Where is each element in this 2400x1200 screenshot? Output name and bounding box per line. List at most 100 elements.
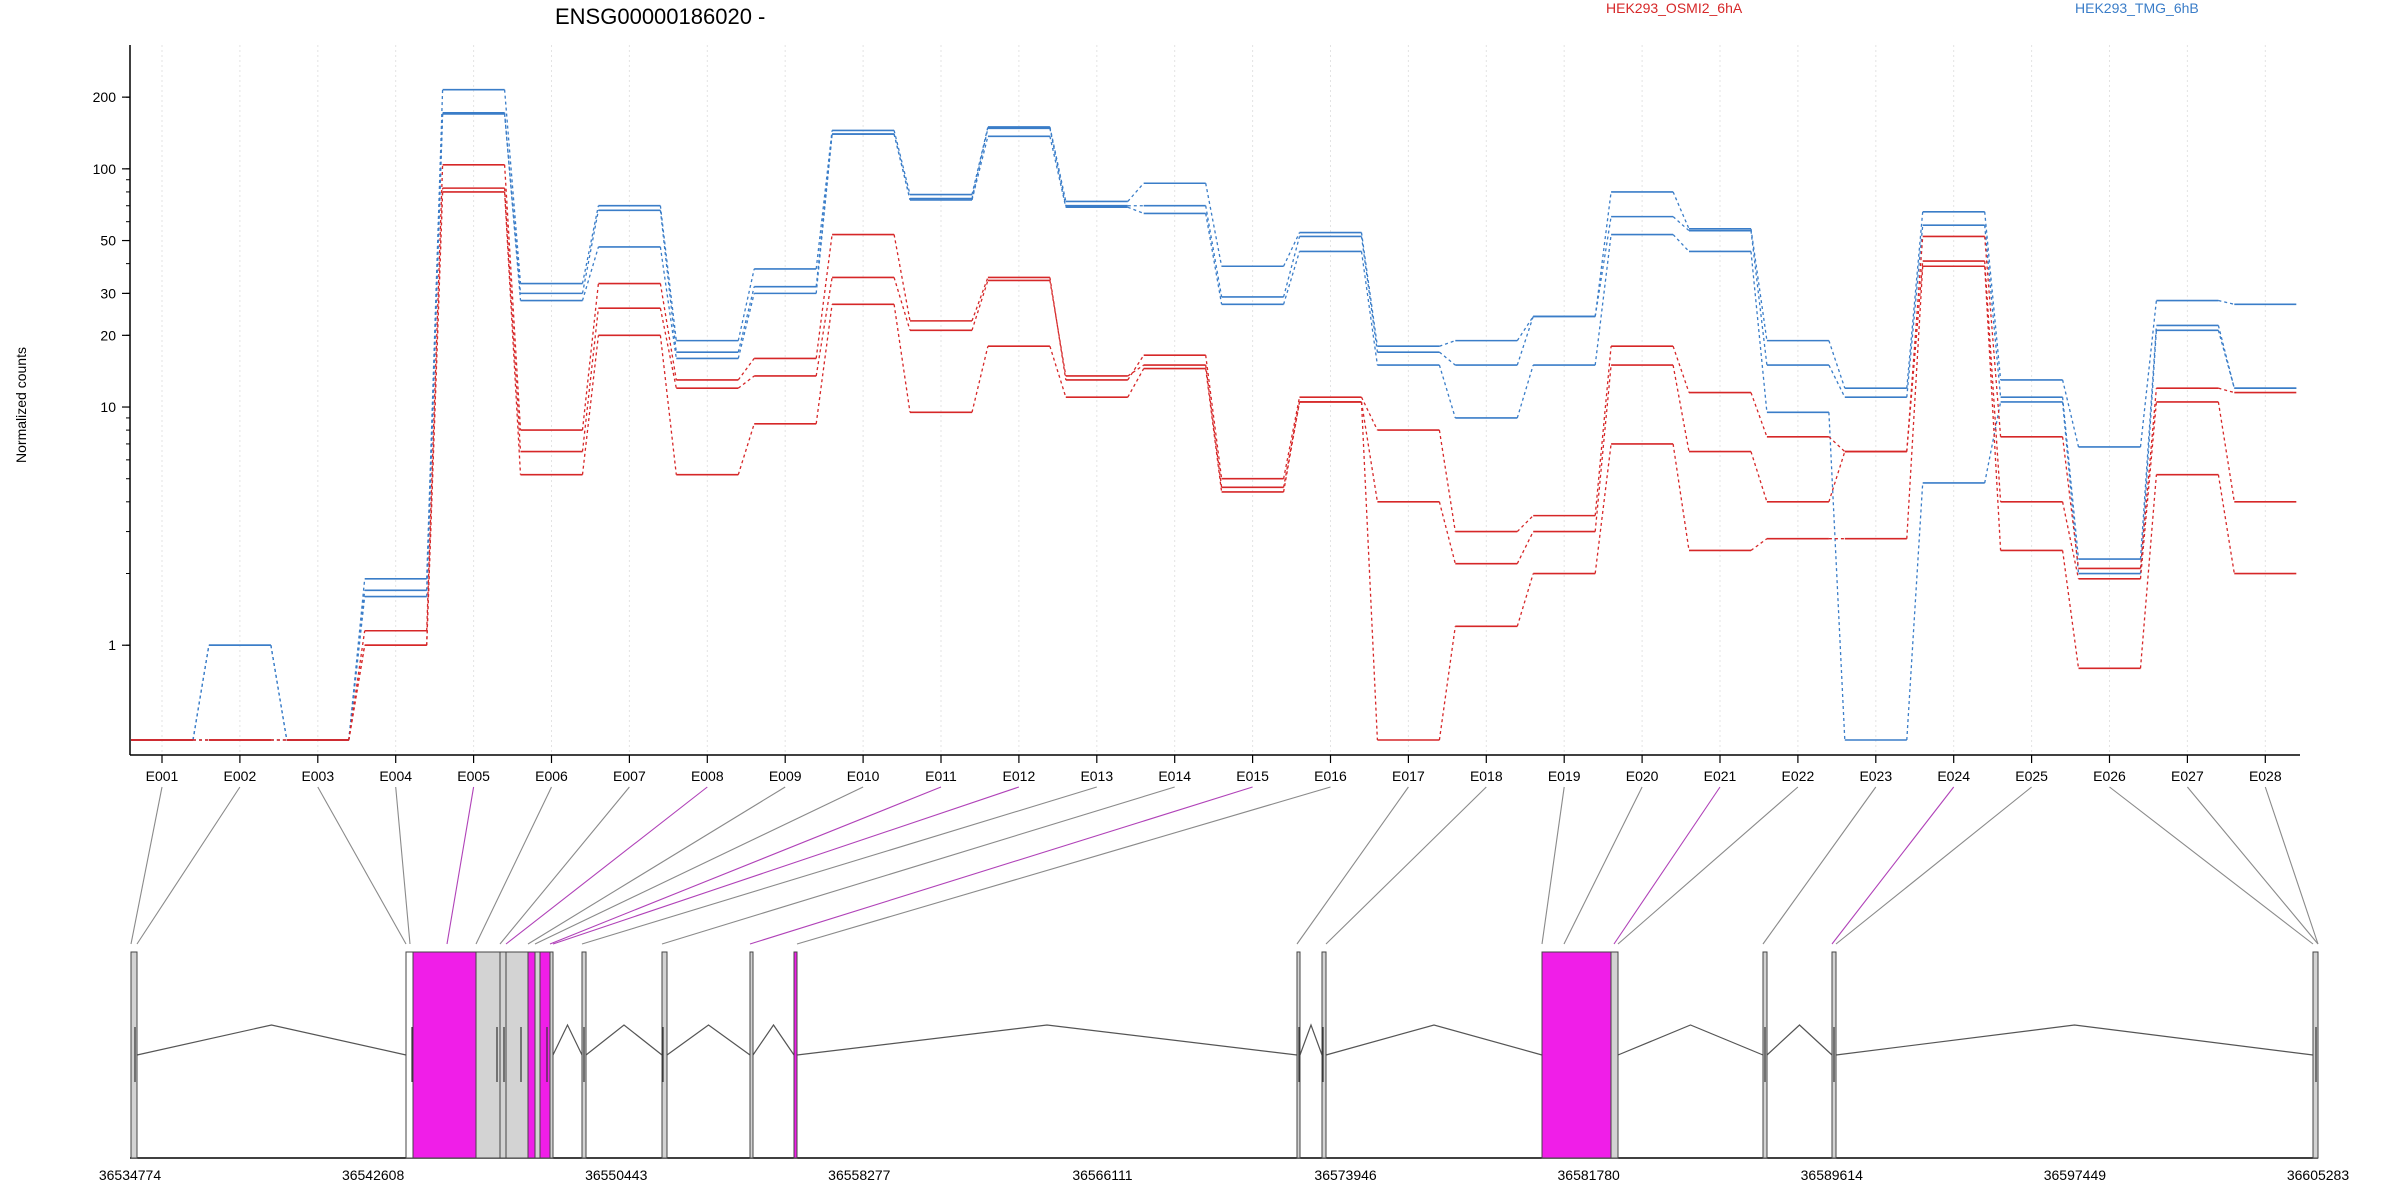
series-connector — [1127, 364, 1145, 377]
series-connector — [1360, 236, 1379, 353]
series-connector — [2139, 325, 2158, 560]
series-connector — [1984, 401, 2002, 484]
series-connector — [1282, 236, 1301, 298]
exon-box — [475, 951, 501, 1159]
x-tick-label-e020: E020 — [1626, 768, 1659, 784]
connector-e009 — [527, 786, 786, 945]
series-connector — [1594, 443, 1612, 574]
series-connector — [1360, 401, 1379, 741]
y-tick-label: 30 — [100, 285, 116, 301]
intron — [1766, 1024, 1833, 1056]
x-tick-label-e014: E014 — [1158, 768, 1191, 784]
series-connector — [1516, 364, 1534, 419]
series-6 — [131, 191, 2297, 741]
genomic-coordinate-label: 36581780 — [1558, 1167, 1621, 1183]
intron — [796, 1024, 1298, 1056]
series-connector — [426, 112, 444, 591]
y-axis-label: Normalized counts — [13, 347, 29, 463]
gene-model: 36534774 36542608 36550443 36558277 36566111… — [99, 951, 2350, 1183]
series-connector — [1750, 392, 1768, 438]
series-connector — [581, 308, 600, 452]
connector-e011 — [549, 786, 942, 945]
connector-e012 — [552, 786, 1020, 945]
x-tick-label-e022: E022 — [1782, 768, 1815, 784]
genomic-coordinate-label: 36566111 — [1072, 1167, 1132, 1183]
series-connector — [503, 188, 522, 452]
series-connector — [1049, 280, 1067, 377]
series-connector — [426, 191, 444, 646]
x-tick-label-e027: E027 — [2171, 768, 2204, 784]
series-connector — [971, 136, 989, 201]
series-connector — [1049, 136, 1067, 208]
connector-e008 — [505, 786, 708, 945]
exon-box — [130, 951, 138, 1159]
intron — [1835, 1024, 2314, 1056]
y-tick-label: 1 — [108, 637, 116, 653]
series-connector — [1828, 436, 1846, 453]
connector-e024 — [1831, 786, 1955, 945]
y-tick-label: 10 — [100, 399, 116, 415]
series-connector — [2139, 330, 2158, 574]
connector-e015 — [749, 786, 1253, 945]
connector-e006 — [475, 786, 552, 945]
series-connector — [1828, 451, 1846, 503]
x-tick-label-e018: E018 — [1470, 768, 1503, 784]
y-tick-label: 50 — [100, 233, 116, 249]
series-connector — [1049, 277, 1067, 380]
intron — [136, 1024, 407, 1056]
series-connector — [1205, 205, 1223, 298]
exon-box — [534, 951, 541, 1159]
series-connector — [1127, 368, 1145, 398]
series-connector — [1438, 626, 1456, 741]
genomic-coordinate-label: 36605283 — [2287, 1167, 2350, 1183]
x-tick-label-e009: E009 — [769, 768, 802, 784]
series-connector — [192, 645, 210, 741]
series-connector — [581, 246, 600, 301]
series-connector — [1360, 396, 1378, 431]
series-connector — [971, 346, 989, 413]
connector-e021 — [1613, 786, 1721, 945]
connector-e027 — [2186, 786, 2319, 945]
x-tick-label-e023: E023 — [1859, 768, 1892, 784]
connector-e017 — [1296, 786, 1409, 945]
series-connector — [1750, 230, 1768, 366]
y-tick-label: 200 — [93, 89, 117, 105]
x-tick-label-e005: E005 — [457, 768, 490, 784]
series-connector — [659, 205, 677, 341]
x-tick-label-e025: E025 — [2015, 768, 2048, 784]
series-connector — [1906, 225, 1924, 398]
series-connector — [581, 335, 600, 475]
series-connector — [2218, 299, 2235, 305]
series-connector — [1594, 216, 1612, 317]
exon-box — [661, 951, 668, 1159]
genomic-coordinate-label: 36558277 — [828, 1167, 891, 1183]
series-connector — [893, 304, 911, 413]
series-connector — [737, 286, 755, 353]
intron — [585, 1024, 663, 1056]
series-connector — [737, 358, 755, 381]
x-tick-label-e001: E001 — [146, 768, 179, 784]
connector-e010 — [534, 786, 864, 945]
x-tick-label-e012: E012 — [1003, 768, 1036, 784]
series-connector — [1282, 401, 1301, 488]
series-connector — [1828, 340, 1846, 389]
x-tick-label-e002: E002 — [224, 768, 257, 784]
series-connector — [2061, 550, 2080, 669]
connector-e025 — [1835, 786, 2032, 945]
x-tick-label-e011: E011 — [925, 768, 957, 784]
connector-e028 — [2264, 786, 2319, 945]
exon-box — [793, 951, 798, 1159]
series-connector — [2217, 401, 2235, 502]
series-connector — [1205, 365, 1223, 488]
series-connector — [737, 268, 755, 341]
x-tick-label-e008: E008 — [691, 768, 724, 784]
series-connector — [1282, 397, 1301, 479]
series-connector — [1984, 225, 2002, 398]
series-connector — [2139, 300, 2158, 447]
series-connector — [659, 210, 677, 353]
series-connector — [2061, 379, 2080, 448]
series-connector — [1672, 191, 1690, 230]
exon-box — [1610, 951, 1619, 1159]
series-4 — [131, 163, 2297, 741]
